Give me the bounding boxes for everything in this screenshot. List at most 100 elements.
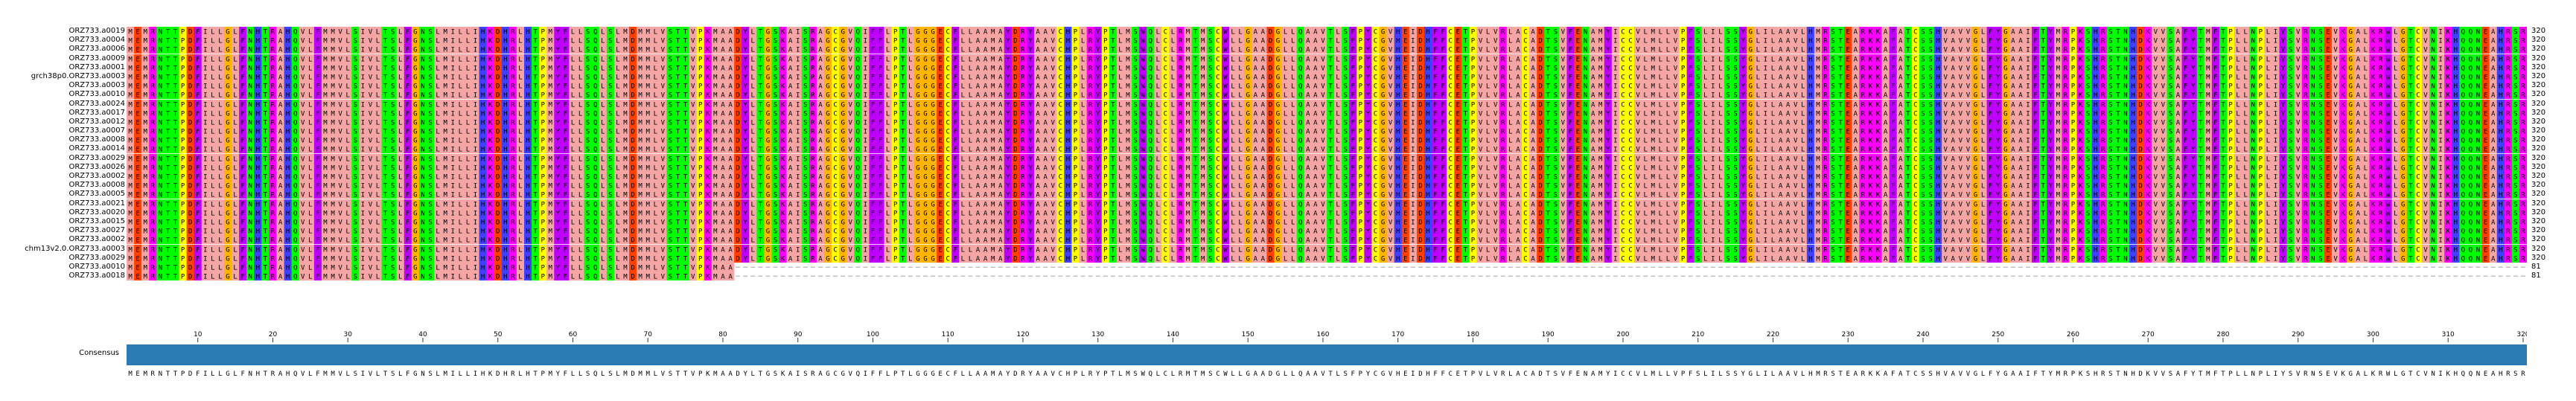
- sequence-name[interactable]: ORZ733.a0012: [68, 117, 125, 126]
- sequence-name[interactable]: ORZ733.a0008: [68, 181, 125, 190]
- svg-text:H: H: [1066, 74, 1070, 81]
- svg-text:P: P: [1074, 56, 1078, 62]
- svg-text:V: V: [2154, 47, 2158, 54]
- svg-text:C: C: [1449, 83, 1453, 90]
- sequence-name[interactable]: grch38p0.ORZ733.a0003: [31, 71, 125, 80]
- sequence-name[interactable]: ORZ733.a0002: [68, 172, 125, 180]
- sequence-name[interactable]: ORZ733.a0021: [68, 199, 125, 208]
- svg-text:F: F: [2033, 74, 2037, 81]
- sequence-name[interactable]: chm13v2.0.ORZ733.a0003: [25, 244, 125, 253]
- consensus-residue: M: [713, 370, 718, 378]
- svg-text:F: F: [240, 47, 244, 54]
- conservation-bar: [1476, 344, 1485, 365]
- sequence-name[interactable]: ORZ733.a0004: [68, 36, 125, 45]
- svg-text:C: C: [946, 38, 950, 45]
- sequence-name[interactable]: ORZ733.a0024: [68, 99, 125, 108]
- svg-text:L: L: [961, 74, 965, 81]
- sequence-name[interactable]: ORZ733.a0029: [68, 253, 125, 262]
- svg-text:Q: Q: [593, 56, 597, 62]
- svg-text:A: A: [983, 38, 988, 45]
- svg-text:S: S: [2318, 74, 2322, 81]
- svg-text:F: F: [1989, 47, 1992, 54]
- svg-text:S: S: [586, 38, 590, 45]
- sequence-name[interactable]: ORZ733.a0005: [68, 190, 125, 199]
- sequence-name[interactable]: ORZ733.a0007: [68, 126, 125, 135]
- svg-text:C: C: [1621, 56, 1625, 62]
- svg-text:L: L: [886, 56, 890, 62]
- conservation-bar: [989, 344, 997, 365]
- svg-text:L: L: [1643, 74, 1647, 81]
- sequence-name[interactable]: ORZ733.a0026: [68, 162, 125, 171]
- svg-text:R: R: [2101, 56, 2105, 62]
- sequence-name[interactable]: ORZ733.a0029: [68, 153, 125, 162]
- svg-text:H: H: [1808, 47, 1812, 54]
- sequence-name[interactable]: ORZ733.a0008: [68, 135, 125, 144]
- sequence-name[interactable]: ORZ733.a0010: [68, 262, 125, 271]
- sequence-name[interactable]: ORZ733.a0001: [68, 62, 125, 71]
- conservation-bar: [711, 344, 720, 365]
- ruler-tick-label: 120: [1016, 331, 1029, 339]
- sequence-name[interactable]: ORZ733.a0006: [68, 45, 125, 54]
- svg-text:P: P: [1681, 56, 1686, 62]
- sequence-name[interactable]: ORZ733.a0017: [68, 108, 125, 117]
- svg-text:R: R: [271, 29, 275, 36]
- sequence-name[interactable]: ORZ733.a0014: [68, 144, 125, 153]
- svg-text:S: S: [1921, 74, 1925, 81]
- sequence-name[interactable]: ORZ733.a0010: [68, 90, 125, 99]
- svg-text:V: V: [1493, 65, 1498, 71]
- sequence-name[interactable]: ORZ733.a0015: [68, 216, 125, 225]
- svg-text:A: A: [1516, 65, 1520, 71]
- sequence-name[interactable]: ORZ733.a0009: [68, 54, 125, 62]
- svg-text:A: A: [1531, 65, 1535, 71]
- svg-text:M: M: [2056, 47, 2061, 54]
- sequence-name[interactable]: ORZ733.a0027: [68, 226, 125, 235]
- sequence-name[interactable]: ORZ733.a0018: [68, 272, 125, 280]
- svg-text:S: S: [354, 65, 357, 71]
- sequence-name[interactable]: ORZ733.a0020: [68, 208, 125, 216]
- sequence-name[interactable]: ORZ733.a0003: [68, 81, 125, 90]
- svg-text:L: L: [654, 65, 657, 71]
- conservation-bar: [216, 344, 225, 365]
- conservation-bar: [951, 344, 960, 365]
- svg-text:Q: Q: [856, 38, 860, 45]
- svg-text:L: L: [2266, 47, 2270, 54]
- conservation-bar: [1506, 344, 1515, 365]
- svg-text:C: C: [946, 65, 950, 71]
- sequence-name[interactable]: ORZ733.a0002: [68, 235, 125, 244]
- sequence-name[interactable]: ORZ733.a0019: [68, 27, 125, 35]
- consensus-residue: S: [1733, 370, 1737, 378]
- ruler-tick-label: 320: [2516, 331, 2527, 339]
- ruler-tick-label: 60: [569, 331, 578, 339]
- consensus-residue: W: [1223, 370, 1228, 378]
- svg-text:K: K: [706, 83, 710, 90]
